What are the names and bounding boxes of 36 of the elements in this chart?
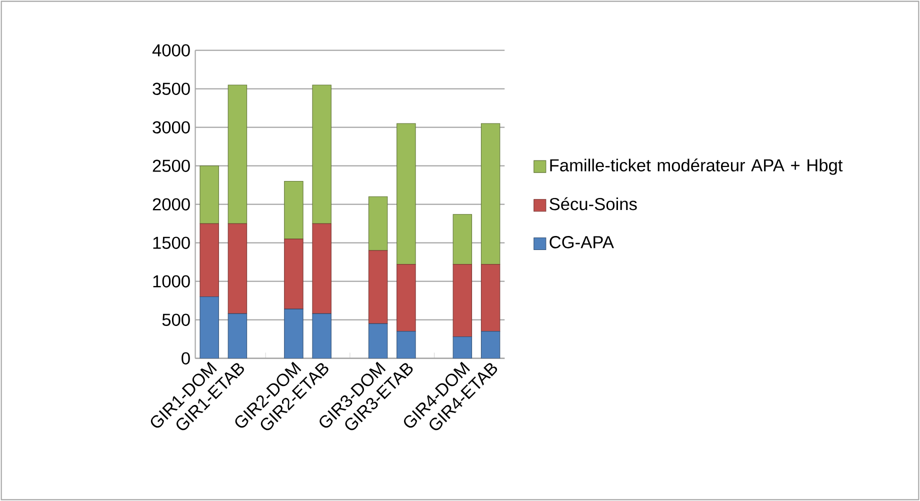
bar [368,250,388,324]
bar [200,296,219,358]
y-tick-label: 500 [162,314,190,326]
y-tick-label: 0 [182,352,190,364]
bar [368,323,388,358]
bar [284,308,304,358]
bar [396,264,416,332]
legend-label: Sécu-Soins [550,197,637,210]
bar [396,123,416,265]
legend-label: Famille-ticket modérateur APA + Hbgt [550,158,843,175]
bar [368,196,388,251]
y-tick-label: 2000 [152,198,190,210]
y-tick-label: 2500 [152,160,190,172]
y-tick-label: 4000 [152,44,190,56]
bar [396,331,416,358]
y-tick-label: 1000 [153,275,190,288]
y-tick-label: 3500 [152,82,190,95]
bar [452,336,472,358]
y-tick-label: 1500 [153,236,190,249]
bar [312,84,332,224]
bar [228,223,248,314]
bar [228,313,248,358]
bar [480,123,500,265]
bar [200,166,219,224]
bar [200,223,219,298]
bar [480,331,500,358]
bar [228,84,248,224]
bar [284,238,304,310]
legend-label: CG-APA [550,236,614,248]
y-tick-label: 3000 [152,121,190,134]
bar [284,180,304,240]
bar [452,264,472,338]
bar [312,313,332,358]
bar [480,264,500,332]
bar [452,214,472,265]
bar [312,223,332,314]
